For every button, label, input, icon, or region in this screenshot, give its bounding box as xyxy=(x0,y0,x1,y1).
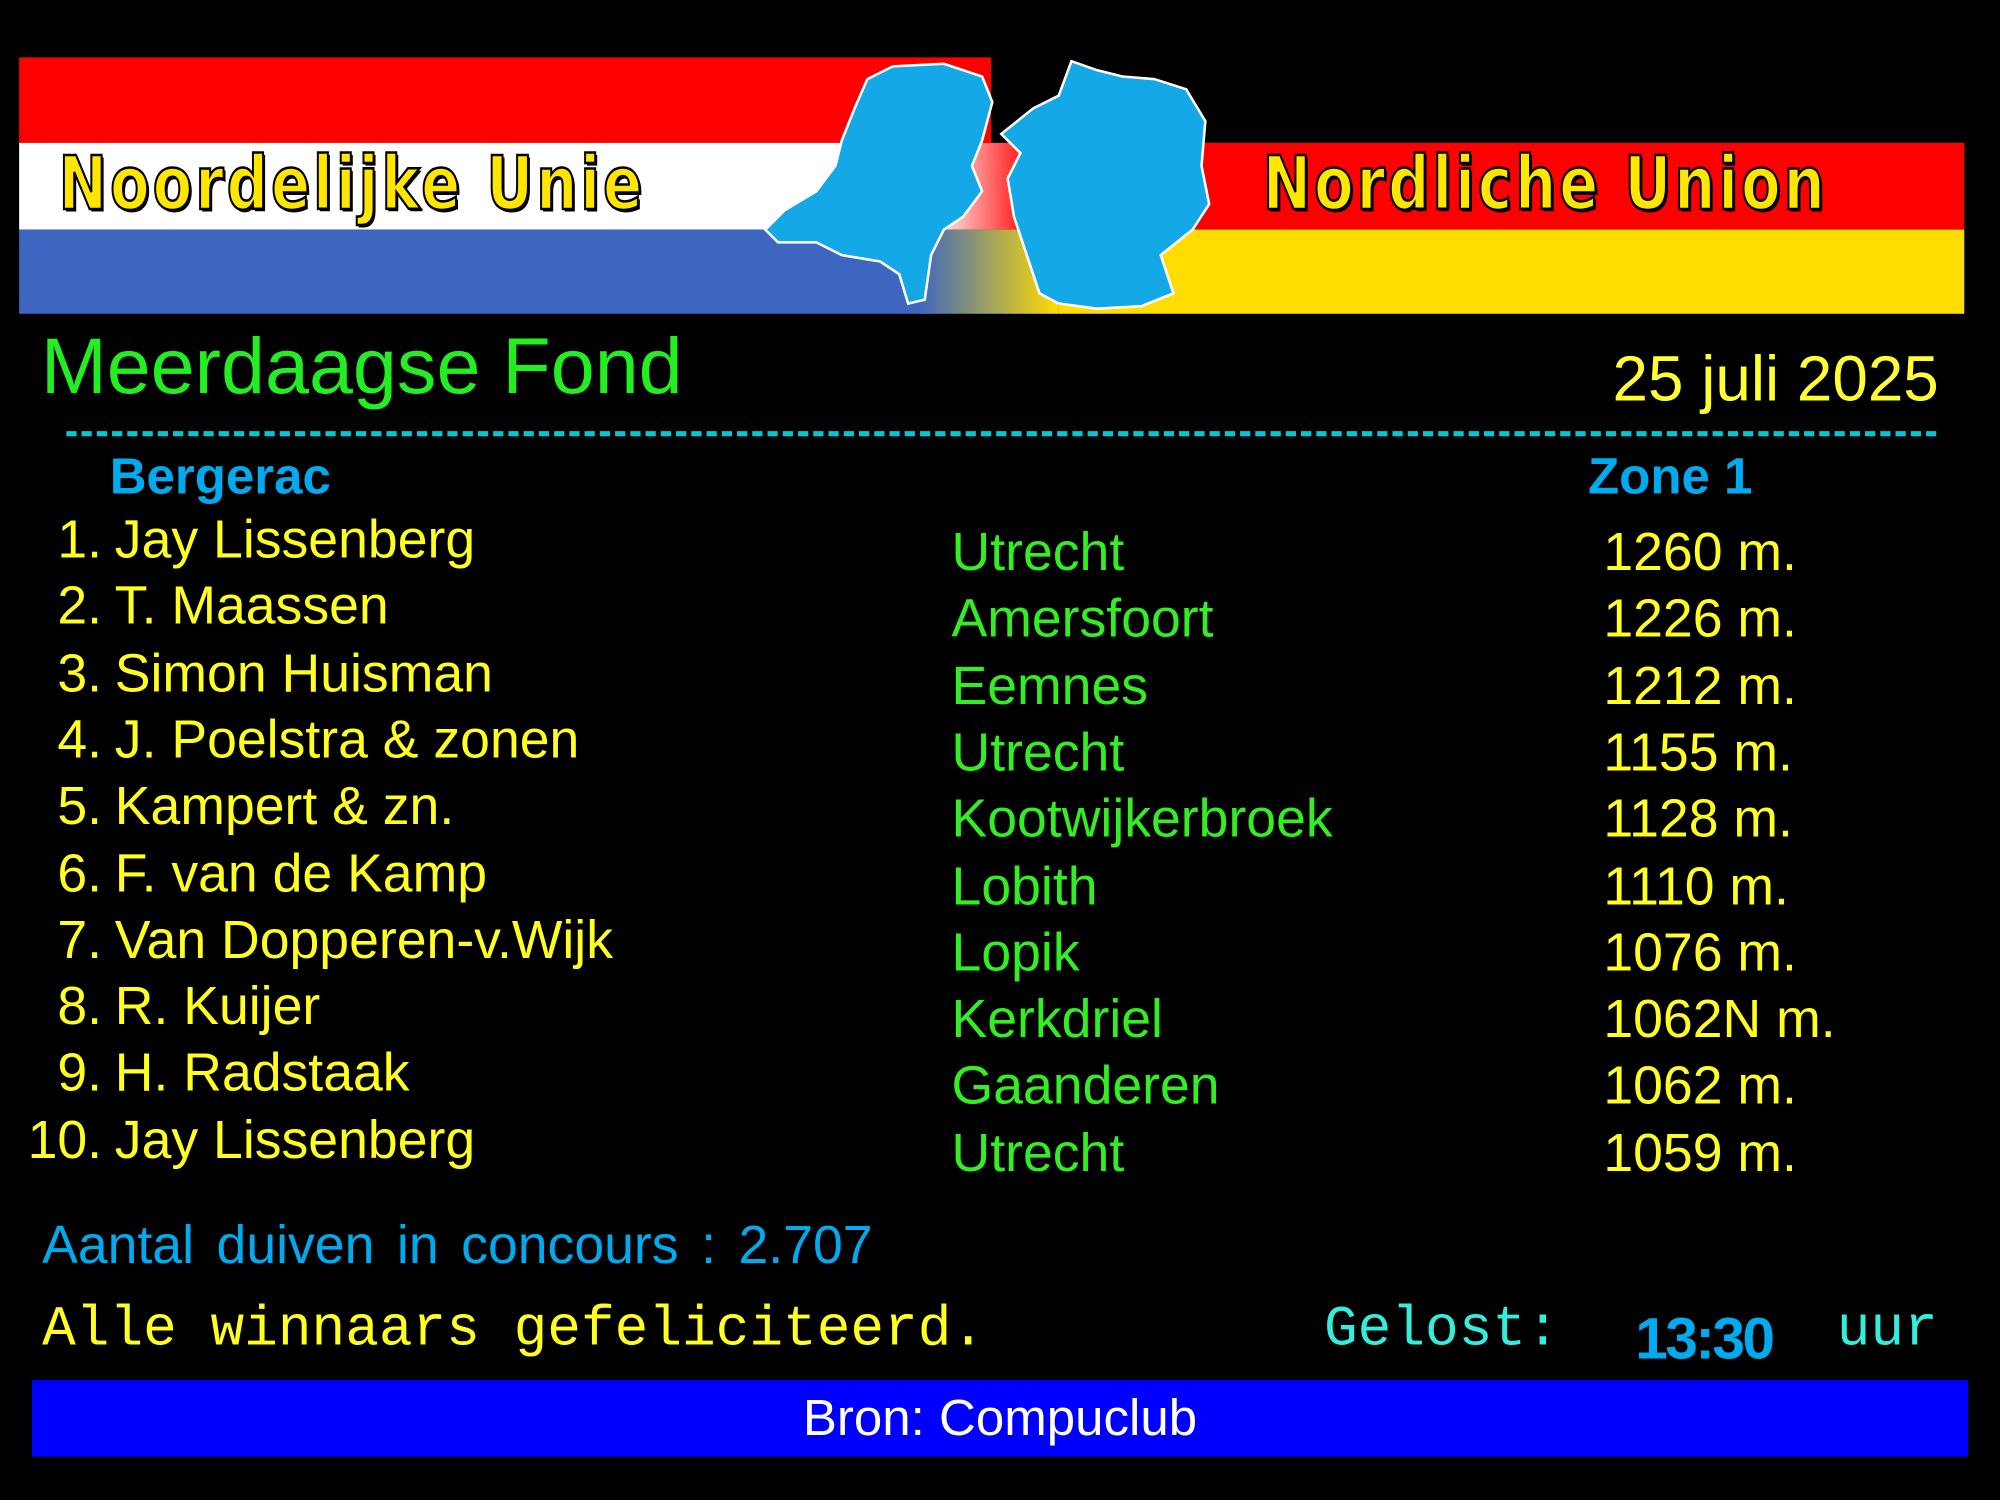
result-distance: 1076 m. xyxy=(1603,921,1797,982)
result-rank: 3. xyxy=(57,642,103,703)
result-rank: 9. xyxy=(57,1042,103,1103)
result-fancier: Jay Lissenberg xyxy=(114,508,476,569)
pigeon-count: Aantal duiven in concours : 2.707 xyxy=(42,1214,872,1275)
result-rank: 10. xyxy=(27,1109,103,1170)
result-fancier: Simon Huisman xyxy=(114,642,493,703)
result-name: 7. Van Dopperen-v.Wijk xyxy=(13,909,613,970)
banner-title-dutch: Noordelijke Unie xyxy=(58,139,646,228)
result-city: Amersfoort xyxy=(951,588,1214,649)
result-name: 8. R. Kuijer xyxy=(13,975,320,1036)
result-distance: 1110 m. xyxy=(1603,855,1789,916)
result-city: Utrecht xyxy=(951,1122,1125,1182)
result-distance: 1226 m. xyxy=(1603,588,1797,649)
result-distance: 1062 m. xyxy=(1603,1055,1797,1116)
result-fancier: F. van de Kamp xyxy=(114,842,488,903)
result-city: Utrecht xyxy=(951,521,1125,582)
result-fancier: H. Radstaak xyxy=(114,1042,410,1103)
result-fancier: R. Kuijer xyxy=(114,975,321,1036)
result-name: 5. Kampert & zn. xyxy=(13,775,454,836)
result-distance: 1059 m. xyxy=(1603,1122,1797,1182)
result-name: 1. Jay Lissenberg xyxy=(13,508,475,569)
netherlands-map-icon xyxy=(763,62,994,306)
result-name: 2. T. Maassen xyxy=(13,579,389,633)
result-city: Eemnes xyxy=(951,655,1149,716)
result-rank: 5. xyxy=(57,775,103,836)
result-distance: 1212 m. xyxy=(1603,655,1797,716)
result-city: Gaanderen xyxy=(951,1055,1220,1116)
result-fancier: T. Maassen xyxy=(114,575,389,636)
page-title: Meerdaagse Fond xyxy=(40,322,683,411)
result-fancier: Kampert & zn. xyxy=(114,775,455,836)
result-name: 10. Jay Lissenberg xyxy=(13,1109,476,1170)
result-city: Kerkdriel xyxy=(951,988,1163,1049)
result-rank: 6. xyxy=(57,842,103,903)
germany-map-icon xyxy=(999,59,1211,310)
result-rank: 8. xyxy=(57,975,103,1036)
result-name: 6. F. van de Kamp xyxy=(13,846,487,900)
source-text: Bron: Compuclub xyxy=(802,1389,1198,1446)
result-name: 9. H. Radstaak xyxy=(13,1046,410,1100)
result-rank: 4. xyxy=(57,709,103,769)
result-distance: 1260 m. xyxy=(1603,521,1797,582)
banner-title-german: Nordliche Union xyxy=(1262,139,1828,228)
nl-flag-red xyxy=(19,57,992,143)
pigeon-count-value: 2.707 xyxy=(738,1214,873,1275)
result-rank: 7. xyxy=(57,909,103,970)
pigeon-count-label: Aantal duiven in concours : xyxy=(42,1214,716,1275)
congratulations-text: Alle winnaars gefeliciteerd. xyxy=(42,1298,986,1363)
result-rank: 1. xyxy=(57,508,103,569)
banner-logo xyxy=(19,57,1965,314)
race-zone: Zone 1 xyxy=(1588,448,1753,506)
result-distance: 1128 m. xyxy=(1603,788,1793,849)
result-fancier: J. Poelstra & zonen xyxy=(114,709,580,769)
result-city: Lopik xyxy=(951,921,1080,982)
result-name: 4. J. Poelstra & zonen xyxy=(13,709,579,769)
result-rank: 2. xyxy=(57,575,103,636)
result-city: Lobith xyxy=(951,855,1098,916)
release-unit: uur xyxy=(1836,1298,1938,1363)
release-time: 13:30 xyxy=(1635,1304,1775,1372)
race-date: 25 juli 2025 xyxy=(1612,343,1939,415)
result-fancier: Van Dopperen-v.Wijk xyxy=(114,909,614,970)
result-city: Kootwijkerbroek xyxy=(951,788,1333,849)
release-label: Gelost: xyxy=(1323,1298,1560,1363)
result-city: Utrecht xyxy=(951,721,1125,782)
result-fancier: Jay Lissenberg xyxy=(114,1109,476,1170)
result-distance: 1155 m. xyxy=(1603,721,1793,782)
source-footer: Bron: Compuclub xyxy=(31,1380,1969,1457)
result-distance: 1062N m. xyxy=(1603,988,1836,1049)
result-name: 3. Simon Huisman xyxy=(13,646,493,700)
race-location: Bergerac xyxy=(109,448,331,506)
divider xyxy=(66,431,1937,437)
de-flag-gold xyxy=(1058,229,1965,314)
